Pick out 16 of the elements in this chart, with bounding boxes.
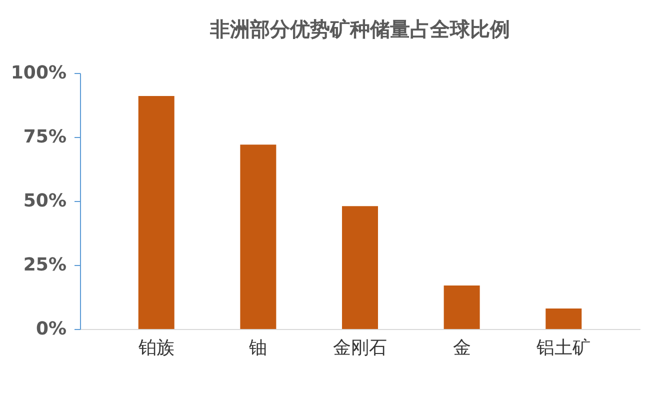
bar xyxy=(240,144,276,329)
x-tick-label: 金刚石 xyxy=(333,338,387,358)
bar xyxy=(444,285,480,329)
bar xyxy=(138,96,174,329)
y-tick-label: 100% xyxy=(10,62,66,84)
bar xyxy=(546,308,582,329)
y-tick-label: 50% xyxy=(23,190,66,212)
x-tick-label: 铀 xyxy=(248,338,268,358)
y-tick-label: 75% xyxy=(23,126,66,148)
x-tick-label: 铂族 xyxy=(137,338,174,358)
y-tick-label: 25% xyxy=(23,254,66,276)
y-tick-label: 0% xyxy=(36,318,66,340)
bar xyxy=(342,206,378,329)
x-tick-label: 金 xyxy=(452,338,471,358)
chart-title: 非洲部分优势矿种储量占全球比例 xyxy=(209,17,510,41)
x-tick-label: 铝土矿 xyxy=(536,338,591,358)
